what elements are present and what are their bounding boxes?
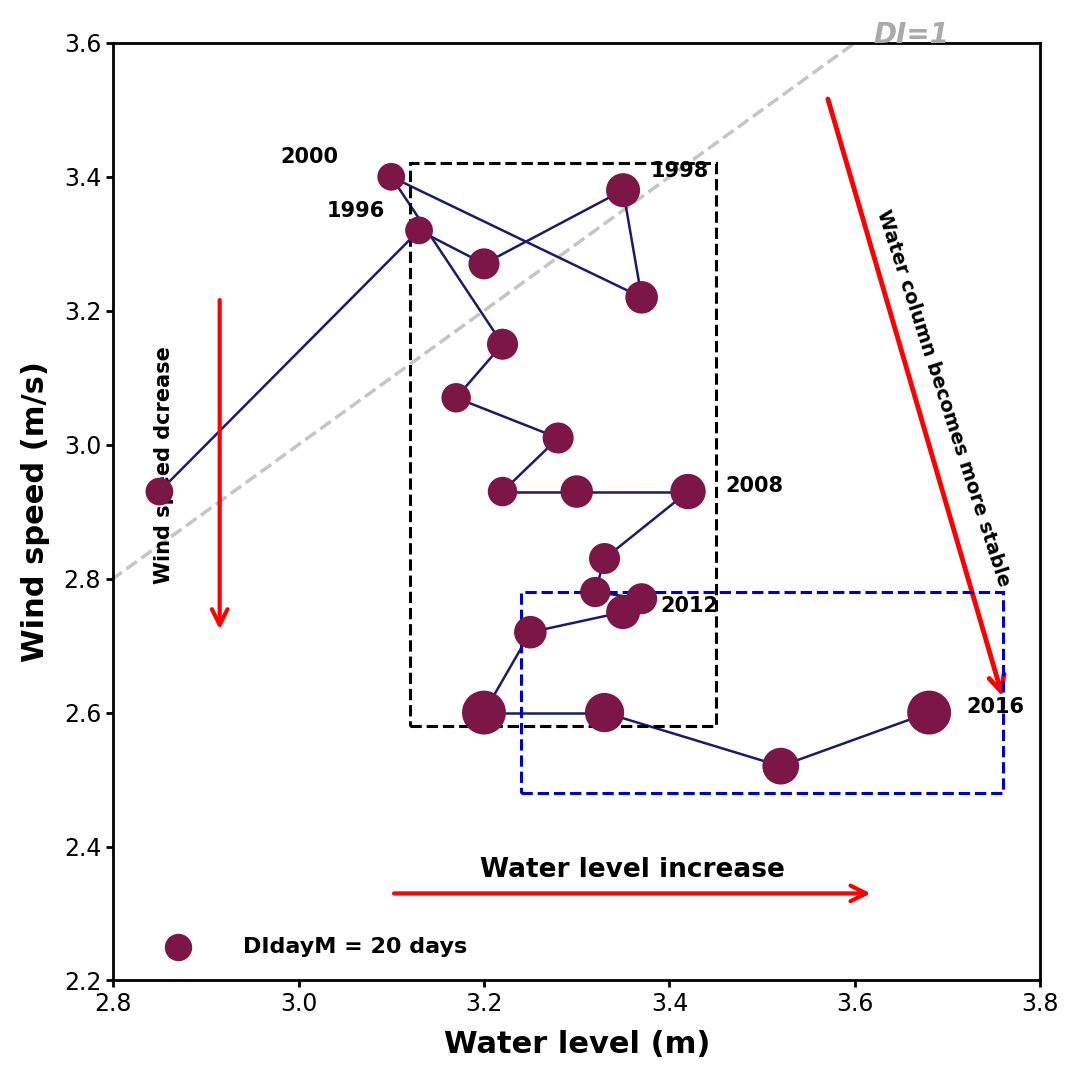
- Text: 2012: 2012: [660, 596, 718, 616]
- Point: [568, 483, 585, 500]
- Point: [615, 604, 632, 621]
- Text: 2000: 2000: [280, 147, 338, 167]
- Text: 1998: 1998: [651, 161, 710, 180]
- Point: [596, 550, 613, 567]
- Point: [615, 181, 632, 199]
- Text: Water column becomes more stable: Water column becomes more stable: [873, 207, 1013, 589]
- Point: [920, 704, 937, 721]
- Point: [151, 483, 168, 500]
- Point: [170, 939, 187, 956]
- Bar: [409, 163, 716, 726]
- Text: 1996: 1996: [326, 201, 384, 221]
- Point: [475, 255, 492, 272]
- Point: [679, 483, 697, 500]
- Point: [550, 430, 567, 447]
- Text: Water level increase: Water level increase: [480, 856, 785, 883]
- Text: DI=1: DI=1: [874, 21, 949, 49]
- Point: [494, 483, 511, 500]
- Text: DIdayM = 20 days: DIdayM = 20 days: [243, 937, 468, 957]
- Point: [382, 168, 400, 186]
- Text: 2008: 2008: [725, 475, 783, 496]
- Point: [772, 757, 789, 774]
- Point: [410, 221, 428, 239]
- Point: [447, 389, 464, 406]
- Point: [494, 336, 511, 353]
- Point: [475, 704, 492, 721]
- Text: Wind speed dcrease: Wind speed dcrease: [154, 346, 174, 583]
- Text: 2016: 2016: [967, 697, 1024, 716]
- Point: [596, 704, 613, 721]
- Bar: [521, 592, 1003, 793]
- Point: [633, 590, 650, 607]
- Point: [633, 288, 650, 306]
- Y-axis label: Wind speed (m/s): Wind speed (m/s): [21, 361, 50, 662]
- Point: [522, 623, 539, 640]
- X-axis label: Water level (m): Water level (m): [444, 1030, 710, 1059]
- Point: [586, 583, 604, 600]
